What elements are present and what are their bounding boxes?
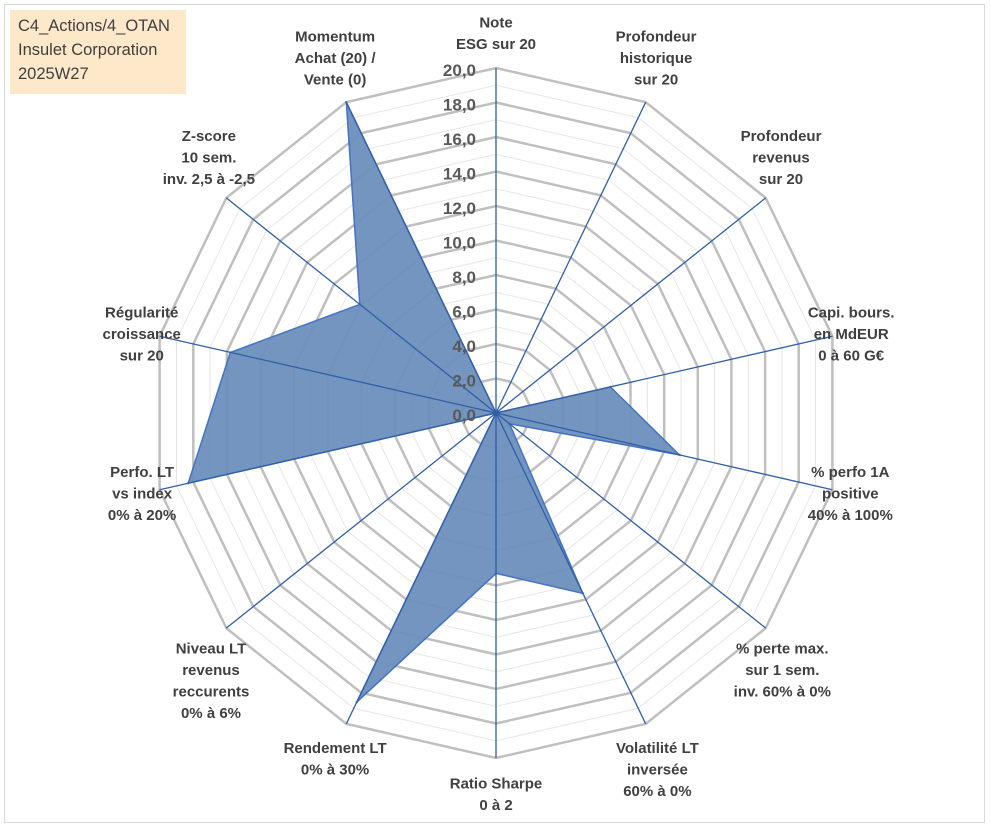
tick-label: 10,0: [443, 234, 476, 253]
axis-label-line: vs index: [112, 486, 173, 503]
axis-label-line: reccurents: [173, 683, 250, 700]
axis-spoke-10: [225, 412, 497, 629]
axis-labels: Note ESG sur 20 Profondeur historique sur 20…: [103, 15, 895, 815]
axis-label-line: Vente (0): [304, 72, 367, 89]
axis-label-11: Perfo. LT vs index 0% à 20%: [108, 464, 176, 524]
axis-label-line: Z-score: [182, 128, 236, 145]
tick-label: 8,0: [452, 268, 476, 287]
axis-label-line: historique: [620, 50, 693, 67]
axis-label-line: positive: [822, 486, 879, 503]
axis-label-line: Ratio Sharpe: [450, 776, 543, 793]
axis-label-line: % perfo 1A: [811, 464, 890, 481]
axis-label-line: Rendement LT: [284, 740, 387, 757]
axis-label-line: 10 sem.: [181, 150, 236, 167]
axis-label-3: Profondeur revenus sur 20: [741, 128, 822, 188]
axis-label-5: % perfo 1A positive 40% à 100%: [808, 464, 893, 524]
title-box: C4_Actions/4_OTAN Insulet Corporation 20…: [10, 10, 186, 94]
axis-label-9: Rendement LT 0% à 30%: [284, 740, 387, 779]
axis-label-line: Profondeur: [741, 128, 822, 145]
tick-labels: 0,0 2,0 4,0 6,0 8,0 10,0 12,0 14,0 16,0 18,0 20,0: [443, 61, 476, 425]
axis-label-line: inv. 60% à 0%: [734, 683, 831, 700]
axis-label-line: ESG sur 20: [456, 36, 536, 53]
axis-spoke-6: [495, 412, 767, 629]
title-line-2: Insulet Corporation: [18, 41, 158, 59]
axis-spoke-7: [495, 412, 647, 725]
axis-label-line: Profondeur: [616, 29, 697, 46]
axis-label-10: Niveau LT revenus reccurents 0% à 6%: [173, 640, 250, 722]
tick-label: 4,0: [452, 337, 476, 356]
axis-spoke-12: [159, 335, 497, 414]
axis-label-4: Capi. bours. en MdEUR 0 à 60 G€: [808, 304, 895, 364]
axis-label-line: Régularité: [105, 304, 178, 321]
axis-label-line: revenus: [182, 662, 240, 679]
title-line-3: 2025W27: [18, 65, 89, 83]
axis-spoke-11: [159, 412, 497, 491]
axis-label-line: 0% à 20%: [108, 507, 176, 524]
axis-label-line: Capi. bours.: [808, 304, 895, 321]
axis-label-line: Volatilité LT: [616, 740, 699, 757]
tick-label: 12,0: [443, 199, 476, 218]
axis-label-line: Niveau LT: [176, 640, 247, 657]
title-line-1: C4_Actions/4_OTAN: [18, 17, 170, 35]
axis-label-line: Perfo. LT: [110, 464, 174, 481]
axis-label-2: Profondeur historique sur 20: [616, 29, 697, 89]
axis-label-line: sur 20: [120, 347, 164, 364]
axis-label-line: 40% à 100%: [808, 507, 893, 524]
axis-label-line: sur 1 sem.: [745, 662, 819, 679]
axis-label-line: Momentum: [295, 29, 375, 46]
axis-label-12: Régularité croissance sur 20: [103, 304, 181, 364]
axis-label-line: en MdEUR: [814, 326, 889, 343]
axis-spoke-3: [495, 197, 767, 414]
axis-label-line: Note: [479, 15, 512, 32]
axis-spoke-4: [495, 335, 833, 414]
axis-label-line: inversée: [627, 761, 688, 778]
axis-label-line: 60% à 0%: [623, 783, 691, 800]
axis-spoke-13: [225, 197, 497, 414]
axis-label-line: 0 à 2: [479, 797, 512, 814]
tick-label: 20,0: [443, 61, 476, 80]
axis-spoke-9: [345, 412, 497, 725]
axis-label-line: Achat (20) /: [295, 50, 377, 67]
axis-spoke-2: [495, 101, 647, 414]
axis-label-line: 0% à 6%: [181, 705, 241, 722]
tick-label: 16,0: [443, 130, 476, 149]
tick-label: 14,0: [443, 165, 476, 184]
tick-label: 2,0: [452, 372, 476, 391]
axis-label-line: sur 20: [634, 72, 678, 89]
axis-spoke-14: [345, 101, 497, 414]
tick-label: 18,0: [443, 96, 476, 115]
axis-label-line: inv. 2,5 à -2,5: [163, 171, 255, 188]
axis-spokes: [159, 68, 833, 758]
axis-label-line: sur 20: [759, 171, 803, 188]
axis-spoke-5: [495, 412, 833, 491]
tick-label: 6,0: [452, 303, 476, 322]
axis-label-line: 0 à 60 G€: [818, 347, 885, 364]
axis-label-14: Momentum Achat (20) / Vente (0): [295, 29, 377, 89]
axis-label-line: croissance: [103, 326, 181, 343]
axis-label-8: Ratio Sharpe 0 à 2: [450, 776, 543, 815]
axis-label-7: Volatilité LT inversée 60% à 0%: [616, 740, 699, 800]
axis-label-13: Z-score 10 sem. inv. 2,5 à -2,5: [163, 128, 255, 188]
axis-label-1: Note ESG sur 20: [456, 15, 536, 54]
axis-label-line: 0% à 30%: [301, 761, 369, 778]
axis-label-6: % perte max. sur 1 sem. inv. 60% à 0%: [734, 640, 831, 700]
axis-label-line: % perte max.: [736, 640, 829, 657]
axis-label-line: revenus: [752, 150, 810, 167]
tick-label: 0,0: [452, 406, 476, 425]
